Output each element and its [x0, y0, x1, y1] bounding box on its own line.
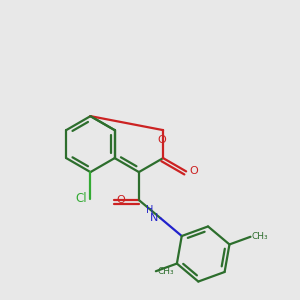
Text: CH₃: CH₃ [157, 267, 174, 276]
Text: O: O [189, 167, 198, 176]
Text: CH₃: CH₃ [252, 232, 268, 241]
Text: O: O [157, 134, 166, 145]
Text: O: O [117, 195, 125, 205]
Text: Cl: Cl [76, 192, 88, 205]
Text: N: N [150, 213, 158, 223]
Text: H: H [146, 205, 153, 215]
